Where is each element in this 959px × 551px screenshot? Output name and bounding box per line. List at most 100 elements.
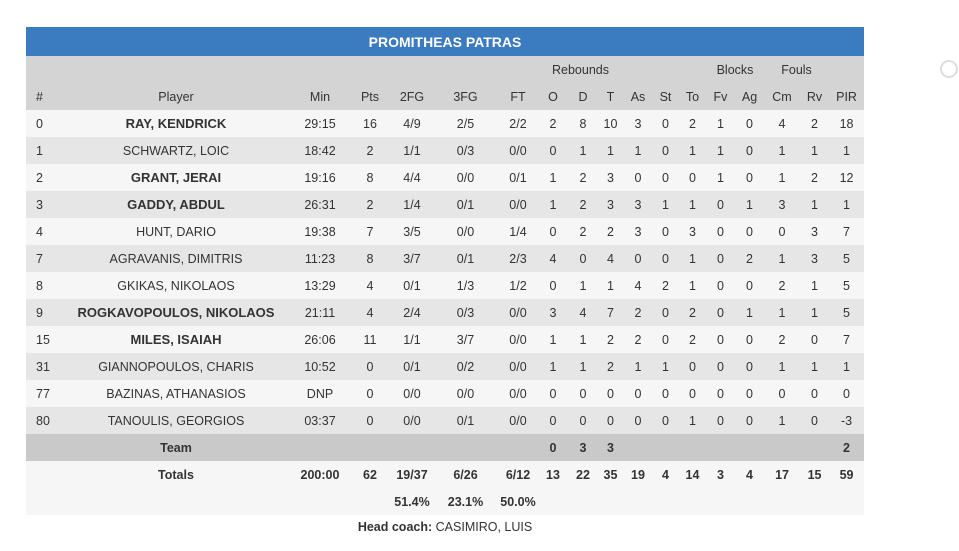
- cell-d: 3: [579, 440, 587, 455]
- cell-player: Team: [160, 440, 192, 455]
- column-header-d[interactable]: D: [578, 89, 588, 104]
- player-name[interactable]: GRANT, JERAI: [130, 170, 222, 185]
- cell-cm: 0: [778, 224, 786, 239]
- player-name[interactable]: SCHWARTZ, LOIC: [122, 143, 230, 158]
- cell-fv: 1: [717, 143, 724, 158]
- player-name[interactable]: AGRAVANIS, DIMITRIS: [109, 251, 243, 266]
- rebounds-group-header: Rebounds: [552, 62, 609, 77]
- column-header-fv[interactable]: Fv: [713, 89, 728, 104]
- percentages-row: 51.4% 23.1% 50.0%: [26, 488, 865, 515]
- cell-st: 0: [662, 170, 669, 185]
- cell-fv: 0: [717, 305, 724, 320]
- cell-st: 0: [662, 143, 669, 158]
- player-name[interactable]: BAZINAS, ATHANASIOS: [106, 386, 246, 401]
- cell-ag: [735, 488, 764, 515]
- cell-d: 1: [579, 143, 587, 158]
- cell-rv: 0: [811, 386, 818, 401]
- cell-rv: 0: [811, 413, 818, 428]
- cell-player: [60, 488, 292, 515]
- column-header-ft[interactable]: FT: [510, 89, 526, 104]
- cell-st: 2: [662, 278, 669, 293]
- column-header-to[interactable]: To: [685, 89, 700, 104]
- cell-fv: 1: [717, 170, 724, 185]
- cell-pts: 8: [366, 251, 374, 266]
- cell-min: 19:38: [304, 224, 336, 239]
- boxscore-table: Rebounds Blocks Fouls # Player Min Pts 2FG 3F…: [26, 56, 865, 515]
- cell-o: 2: [549, 116, 557, 131]
- cell-fv: 0: [717, 224, 724, 239]
- player-row: 3 GADDY, ABDUL 26:31 2 1/4 0/1 0/0 1 2 3 3 1 1 0 1 3 1 1: [26, 191, 865, 218]
- cell-d: 0: [579, 386, 587, 401]
- cell-cm: 3: [778, 197, 786, 212]
- cell-3fg: [432, 434, 499, 461]
- cell-2fg: 4/4: [403, 170, 421, 185]
- cell-ft: 0/0: [509, 143, 527, 158]
- column-header-rv[interactable]: Rv: [806, 89, 823, 104]
- cell-cm: 2: [778, 332, 786, 347]
- cell-fv: 0: [717, 251, 724, 266]
- column-header-st[interactable]: St: [659, 89, 672, 104]
- column-header-3fg[interactable]: 3FG: [453, 89, 478, 104]
- cell-ft: 1/4: [509, 224, 527, 239]
- cell-fv: 0: [717, 197, 724, 212]
- cell-pts: 0: [366, 413, 374, 428]
- player-name[interactable]: MILES, ISAIAH: [130, 332, 222, 347]
- cell-o: 0: [549, 386, 557, 401]
- cell-t: 4: [607, 251, 614, 266]
- cell-t: 0: [607, 413, 614, 428]
- column-header-as[interactable]: As: [630, 89, 646, 104]
- cell-ag: 0: [746, 359, 753, 374]
- cell-number: [26, 488, 60, 515]
- column-header-2fg[interactable]: 2FG: [399, 89, 425, 104]
- cell-to: 3: [689, 224, 696, 239]
- cell-pir: 7: [843, 332, 850, 347]
- player-name[interactable]: TANOULIS, GEORGIOS: [107, 413, 245, 428]
- cell-t: 7: [607, 305, 614, 320]
- cell-ft: 0/0: [509, 413, 527, 428]
- cell-ag: 0: [746, 386, 753, 401]
- cell-ft: 0/0: [509, 197, 527, 212]
- cell-ag: 0: [746, 413, 753, 428]
- column-header-player[interactable]: Player: [158, 89, 194, 104]
- cell-min: 03:37: [304, 413, 336, 428]
- cell-rv: 3: [811, 224, 818, 239]
- column-header-cm[interactable]: Cm: [772, 89, 792, 104]
- cell-3fg: 6/26: [453, 467, 478, 482]
- cell-ft: 2/2: [509, 116, 527, 131]
- cell-pts: 8: [366, 170, 374, 185]
- column-header-o[interactable]: O: [548, 89, 558, 104]
- head-coach-name: CASIMIRO, LUIS: [435, 520, 533, 534]
- player-name[interactable]: GKIKAS, NIKOLAOS: [117, 278, 235, 293]
- column-header-t[interactable]: T: [606, 89, 615, 104]
- player-name[interactable]: GADDY, ABDUL: [127, 197, 225, 212]
- cell-fv: 0: [717, 359, 724, 374]
- cell-cm: 4: [778, 116, 786, 131]
- cell-t: 0: [607, 386, 614, 401]
- cell-cm: 1: [778, 170, 786, 185]
- player-name[interactable]: HUNT, DARIO: [136, 224, 216, 239]
- player-name[interactable]: GIANNOPOULOS, CHARIS: [98, 359, 254, 374]
- cell-d: 2: [579, 170, 587, 185]
- team-title: PROMITHEAS PATRAS: [26, 27, 864, 56]
- column-header-ag[interactable]: Ag: [741, 89, 758, 104]
- cell-to: 2: [689, 332, 696, 347]
- cell-player: Totals: [158, 467, 194, 482]
- player-name[interactable]: RAY, KENDRICK: [125, 116, 227, 131]
- cell-pts: 2: [366, 197, 374, 212]
- totals-row: Totals 200:00 62 19/37 6/26 6/12 13 22 35 19 4 14 3 4…: [26, 461, 865, 488]
- cell-fv: 0: [717, 278, 724, 293]
- column-header-pts[interactable]: Pts: [360, 89, 380, 104]
- cell-2fg: 0/1: [403, 359, 421, 374]
- cell-st: 1: [662, 359, 669, 374]
- player-name[interactable]: ROGKAVOPOULOS, NIKOLAOS: [77, 305, 275, 320]
- column-header-min[interactable]: Min: [309, 89, 331, 104]
- column-header-number[interactable]: #: [36, 89, 43, 104]
- cell-as: 2: [634, 305, 642, 320]
- cell-o: 1: [549, 332, 557, 347]
- cell-as: 0: [634, 386, 642, 401]
- column-header-pir[interactable]: PIR: [836, 89, 857, 104]
- cell-ft: [499, 434, 537, 461]
- cell-min: [292, 434, 348, 461]
- cell-ag: 2: [746, 251, 753, 266]
- cell-to: 1: [689, 143, 696, 158]
